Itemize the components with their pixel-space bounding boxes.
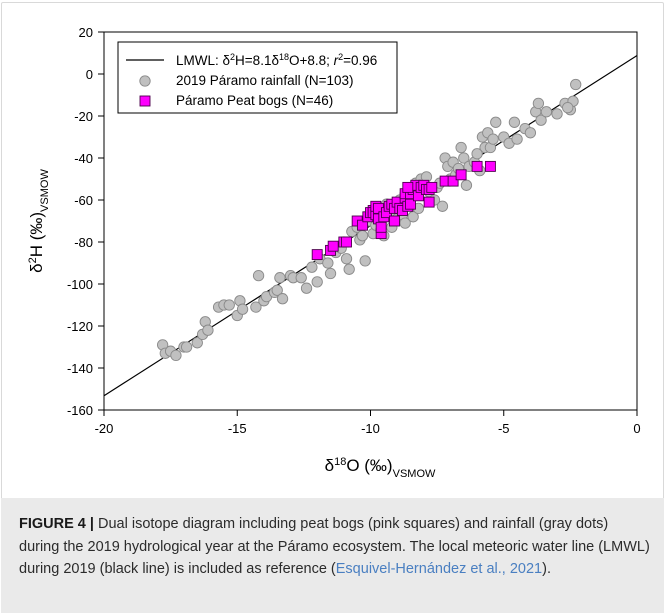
y-tick-label: -80 [74,235,93,250]
rainfall-point [276,293,289,305]
rainfall-point [202,324,214,336]
scatter-plot: -20 -15 -10 -5 0 20 0 -20 -40 -60 -80 -100 -120 -140 -… [27,25,641,480]
caption-reference-link[interactable]: Esquivel-Hernández et al., 2021 [335,561,543,577]
rainfall-point [436,200,449,212]
rainfall-point [300,282,313,294]
legend-rainfall-label: 2019 Páramo rainfall (N=103) [176,73,353,88]
rainfall-point [252,269,265,282]
legend-lmwl-label: LMWL: δ2H=8.1δ18O+8.8; r2=0.96 [176,52,377,68]
legend: LMWL: δ2H=8.1δ18O+8.8; r2=0.96 2019 Pára… [117,41,398,114]
rainfall-point [340,253,353,265]
legend-peat-label: Páramo Peat bogs (N=46) [176,93,333,108]
legend-peat-swatch [139,95,151,107]
y-tick-label: -140 [67,361,93,376]
figure-caption: FIGURE 4 | Dual isotope diagram includin… [1,498,664,613]
peat-bog-point [402,181,414,193]
rainfall-point [490,116,502,128]
rainfall-point [471,148,483,160]
rainfall-point [399,217,411,229]
legend-rainfall-swatch [139,75,151,87]
rainfall-point [535,114,547,126]
rainfall-point [359,255,371,267]
peat-bog-point [341,236,352,248]
rainfall-point [274,272,286,284]
x-tick-label: -20 [95,421,114,436]
y-tick-label: -160 [67,403,93,418]
x-tick-label: -5 [498,421,510,436]
rainfall-point [180,341,193,353]
rainfall-point [508,116,521,128]
x-tick-label: 0 [633,421,640,436]
peat-bog-point [327,240,339,252]
rainfall-point [511,133,523,145]
peat-bog-point [389,215,400,227]
peat-bog-point [423,196,435,208]
rainfall-point [322,257,334,269]
rainfall-point [223,299,235,311]
rainfall-point [191,337,203,349]
x-axis-label: δ18O (‰)VSMOW [325,456,436,480]
rainfall-point [295,272,307,284]
peat-bog-point [375,221,387,233]
rainfall-point [170,349,182,362]
x-tick-label: -15 [228,421,247,436]
rainfall-point [324,267,337,280]
y-tick-label: 20 [79,25,93,40]
rainfall-point [562,101,574,114]
y-tick-label: -40 [74,151,93,166]
rainfall-point [250,301,262,313]
rainfall-point [458,152,470,164]
peat-bog-point [405,198,416,210]
peat-bog-point [455,169,467,181]
peat-bog-point [311,249,323,261]
y-tick-label: -20 [74,109,93,124]
caption-suffix: ). [542,561,551,577]
peat-bog-point [447,175,459,187]
y-tick-label: -100 [67,277,93,292]
x-tick-label: -10 [361,421,380,436]
rainfall-point [455,141,467,154]
rainfall-point [540,106,553,118]
peat-bog-point [484,160,496,172]
rainfall-point [524,127,537,139]
legend-box [117,41,398,114]
rainfall-point [271,284,283,296]
rainfall-point [551,108,563,120]
y-axis-label: δ2H (‰)VSMOW [27,169,51,273]
caption-figure-label: FIGURE 4 | [19,516,94,532]
y-tick-label: -120 [67,319,93,334]
caption-text: Dual isotope diagram including peat bogs… [19,516,650,577]
rainfall-point [236,303,249,315]
rainfall-point [487,133,499,145]
y-tick-label: -60 [74,193,93,208]
rainfall-point [570,78,582,91]
peat-bog-point [471,160,483,172]
rainfall-point [343,263,355,275]
rainfall-point [306,261,318,273]
rainfall-point [311,276,323,288]
y-tick-label: 0 [86,67,93,82]
rainfall-point [532,97,545,110]
rainfall-point [460,179,473,191]
rainfall-point [356,230,369,242]
peat-bog-point [426,181,438,193]
